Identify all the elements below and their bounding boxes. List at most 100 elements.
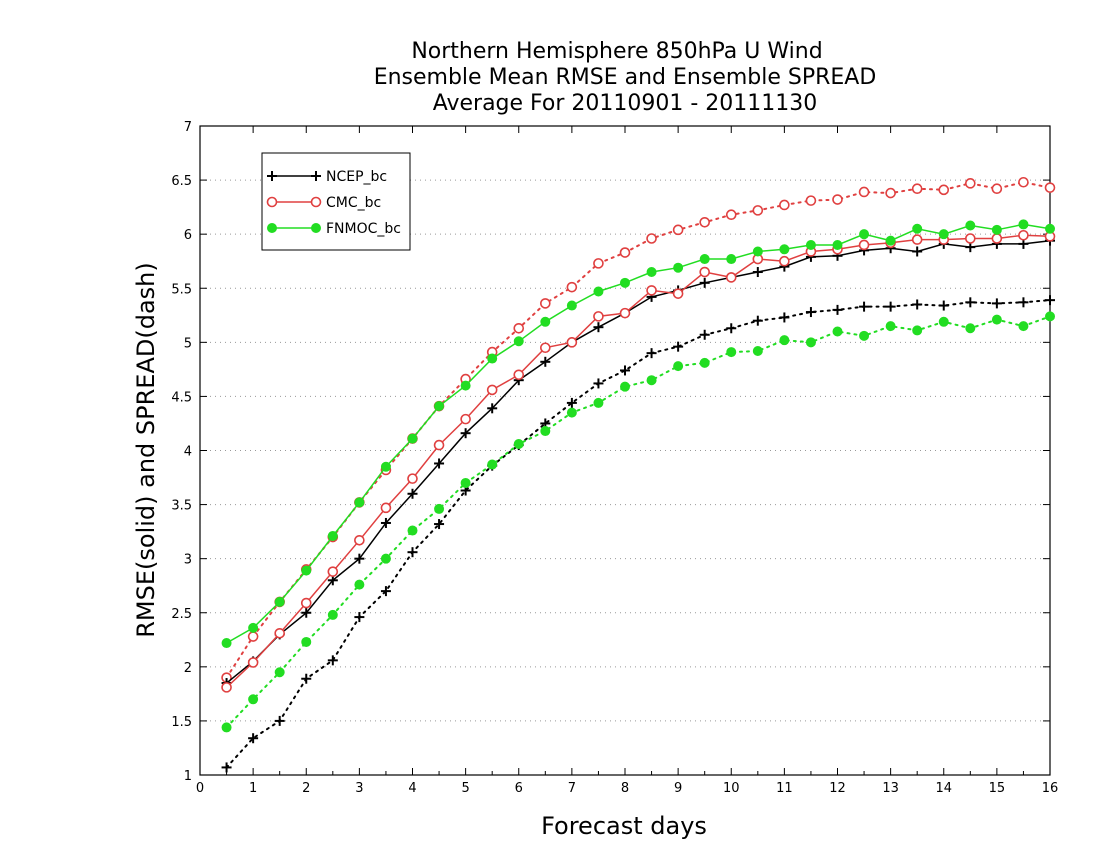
series-3-spread-point — [1018, 297, 1029, 308]
fnmoc-bc-rmse-point — [301, 565, 312, 576]
legend-label: CMC_bc — [326, 195, 381, 211]
fnmoc-bc-rmse-point — [752, 246, 763, 257]
series-4-spread-point — [646, 233, 657, 244]
series-5-spread-point — [938, 316, 949, 327]
cmc-bc-rmse-point — [486, 384, 498, 396]
series-4-spread-line — [225, 181, 1051, 679]
series-5-spread-point — [327, 609, 338, 620]
x-tick-label: 4 — [408, 781, 416, 796]
fnmoc-bc-rmse-point — [832, 239, 843, 250]
series-3-spread-point — [434, 519, 445, 530]
y-tick-label: 5.5 — [171, 282, 192, 297]
series-5-spread-point — [593, 397, 604, 408]
series-4-spread-point — [938, 184, 950, 196]
fnmoc-bc-rmse-point — [407, 433, 418, 444]
series-3-spread-point — [832, 304, 843, 315]
series-4-spread-point — [991, 183, 1003, 195]
ncep-bc-rmse-point — [540, 356, 551, 367]
series-5-spread-point — [248, 694, 259, 705]
grid-lines — [200, 179, 1050, 722]
series-5-spread-point — [859, 330, 870, 341]
x-tick-label: 0 — [196, 781, 204, 796]
series-3-spread-point — [1045, 295, 1055, 306]
fnmoc-bc-rmse-point — [248, 622, 259, 633]
fnmoc-bc-rmse-point — [673, 262, 684, 273]
fnmoc-bc-rmse-point — [593, 286, 604, 297]
series-3-spread-point — [805, 307, 816, 318]
x-tick-label: 9 — [674, 781, 682, 796]
ncep-bc-rmse-point — [407, 488, 418, 499]
series-3-spread-point — [248, 733, 259, 744]
fnmoc-bc-rmse — [221, 219, 1055, 649]
cmc-bc-rmse-point — [1018, 229, 1029, 241]
series-4-spread-point — [725, 209, 737, 220]
y-tick-label: 2.5 — [171, 607, 192, 622]
ncep-bc-rmse-point — [354, 553, 365, 564]
x-tick-label: 15 — [989, 781, 1006, 796]
series-5-spread-point — [274, 667, 285, 678]
series-3-spread-point — [620, 365, 630, 376]
series-3-spread-point — [673, 341, 684, 352]
ncep-bc-rmse-point — [434, 458, 445, 469]
series-3-spread-point — [221, 762, 232, 773]
series-5-spread-point — [540, 426, 551, 437]
y-tick-label: 5 — [184, 336, 192, 351]
cmc-bc-rmse-point — [593, 311, 604, 322]
series-5-spread-point — [779, 335, 790, 346]
fnmoc-bc-rmse-point — [646, 267, 657, 278]
fnmoc-bc-rmse-point — [991, 224, 1002, 235]
ncep-bc-rmse-point — [460, 428, 471, 439]
cmc-bc-rmse-point — [221, 682, 232, 693]
x-tick-label: 7 — [568, 781, 576, 796]
series-4-spread-point — [779, 199, 790, 211]
series-3-spread-point — [407, 547, 418, 558]
series-3-spread-line — [225, 299, 1051, 769]
series-5-spread-point — [434, 503, 445, 514]
x-tick-label: 1 — [249, 781, 257, 796]
x-tick-label: 12 — [829, 781, 846, 796]
series-5-spread-point — [965, 323, 976, 334]
x-tick-label: 10 — [723, 781, 740, 796]
series-5-spread-point — [1018, 321, 1029, 332]
fnmoc-bc-rmse-point — [912, 223, 923, 234]
series-4-spread-point — [672, 224, 684, 236]
fnmoc-bc-rmse-point — [566, 300, 577, 311]
cmc-bc-rmse-point — [460, 413, 471, 425]
series-5-spread-point — [566, 407, 577, 418]
cmc-bc-rmse-point — [858, 239, 870, 251]
series-5-spread-point — [460, 477, 471, 488]
series-5-spread-point — [380, 553, 391, 564]
series-5-spread-point — [699, 357, 710, 368]
series-3-spread-point — [779, 312, 790, 323]
cmc-bc-rmse-point — [513, 369, 525, 381]
series-3-spread-point — [354, 612, 365, 623]
cmc-bc-rmse-point — [433, 439, 445, 451]
ncep-bc-rmse-point — [327, 575, 338, 586]
series-4-spread-point — [566, 281, 578, 293]
cmc-bc-rmse-point — [779, 255, 790, 267]
series-4-spread-point — [1044, 182, 1056, 193]
series-5-spread-point — [513, 439, 524, 450]
ncep-bc-rmse-point — [752, 267, 763, 278]
fnmoc-bc-rmse-point — [965, 220, 976, 231]
series-4-spread-point — [1018, 176, 1029, 188]
ncep-bc-rmse-point — [699, 277, 710, 288]
cmc-bc-rmse-point — [300, 597, 312, 609]
fnmoc-bc-rmse-point — [274, 596, 285, 607]
series-5-spread-point — [354, 579, 365, 590]
cmc-bc-rmse-point — [354, 534, 365, 546]
fnmoc-bc-rmse-point — [221, 638, 232, 649]
axes — [199, 125, 1051, 776]
cmc-bc-rmse-point — [911, 234, 923, 245]
fnmoc-bc-rmse-point — [859, 229, 870, 240]
ncep-bc-rmse-point — [965, 242, 976, 253]
series-4-spread-point — [540, 298, 551, 309]
cmc-bc-rmse-line — [226, 234, 1051, 688]
legend-marker-right — [311, 171, 321, 181]
series-5-spread-point — [646, 375, 657, 386]
series-3-spread-point — [699, 329, 710, 340]
series-4-spread-point — [513, 322, 525, 334]
fnmoc-bc-rmse-point — [726, 254, 737, 265]
y-tick-label: 6.5 — [171, 174, 192, 189]
legend-item-fnmoc-bc: FNMOC_bc — [267, 221, 401, 237]
